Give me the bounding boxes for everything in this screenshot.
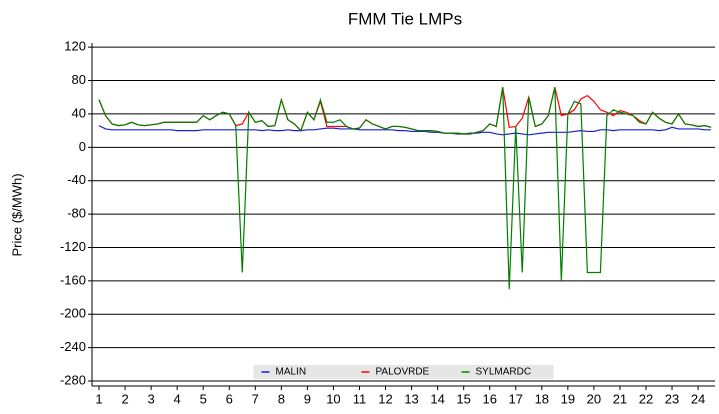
chart-title: FMM Tie LMPs	[348, 9, 462, 28]
y-tick-label: -200	[60, 306, 86, 321]
x-tick-label: 9	[304, 391, 311, 406]
y-tick-label: -40	[67, 172, 86, 187]
series-line	[98, 125, 712, 136]
legend-box	[253, 365, 554, 379]
x-tick-label: 22	[639, 391, 653, 406]
x-tick-label: 7	[252, 391, 259, 406]
x-tick-label: 4	[174, 391, 181, 406]
x-tick-label: 5	[200, 391, 207, 406]
x-tick-label: 2	[121, 391, 128, 406]
series-line	[98, 87, 712, 290]
legend-label: SYLMARDC	[476, 367, 532, 378]
y-tick-label: 120	[64, 39, 86, 54]
x-tick-label: 23	[665, 391, 679, 406]
x-tick-label: 17	[509, 391, 523, 406]
y-tick-label: -80	[67, 206, 86, 221]
x-tick-label: 15	[456, 391, 470, 406]
x-tick-label: 21	[613, 391, 627, 406]
x-tick-label: 1	[95, 391, 102, 406]
y-tick-label: 0	[79, 139, 86, 154]
legend-label: PALOVRDE	[376, 367, 430, 378]
x-tick-label: 3	[148, 391, 155, 406]
y-tick-label: -160	[60, 272, 86, 287]
y-tick-label: -120	[60, 239, 86, 254]
x-tick-label: 16	[482, 391, 496, 406]
y-axis-label: Price ($/MWh)	[9, 173, 24, 256]
x-tick-label: 24	[691, 391, 705, 406]
x-tick-label: 10	[326, 391, 340, 406]
x-tick-label: 12	[378, 391, 392, 406]
x-tick-label: 11	[353, 391, 367, 406]
x-tick-label: 19	[561, 391, 575, 406]
y-tick-label: -280	[60, 372, 86, 387]
x-tick-label: 6	[226, 391, 233, 406]
y-tick-label: 40	[72, 105, 86, 120]
x-tick-label: 13	[404, 391, 418, 406]
x-tick-label: 20	[587, 391, 601, 406]
x-tick-label: 8	[278, 391, 285, 406]
x-tick-label: 18	[535, 391, 549, 406]
y-tick-label: 80	[72, 72, 86, 87]
y-tick-label: -240	[60, 339, 86, 354]
legend-label: MALIN	[276, 367, 307, 378]
x-tick-label: 14	[430, 391, 444, 406]
